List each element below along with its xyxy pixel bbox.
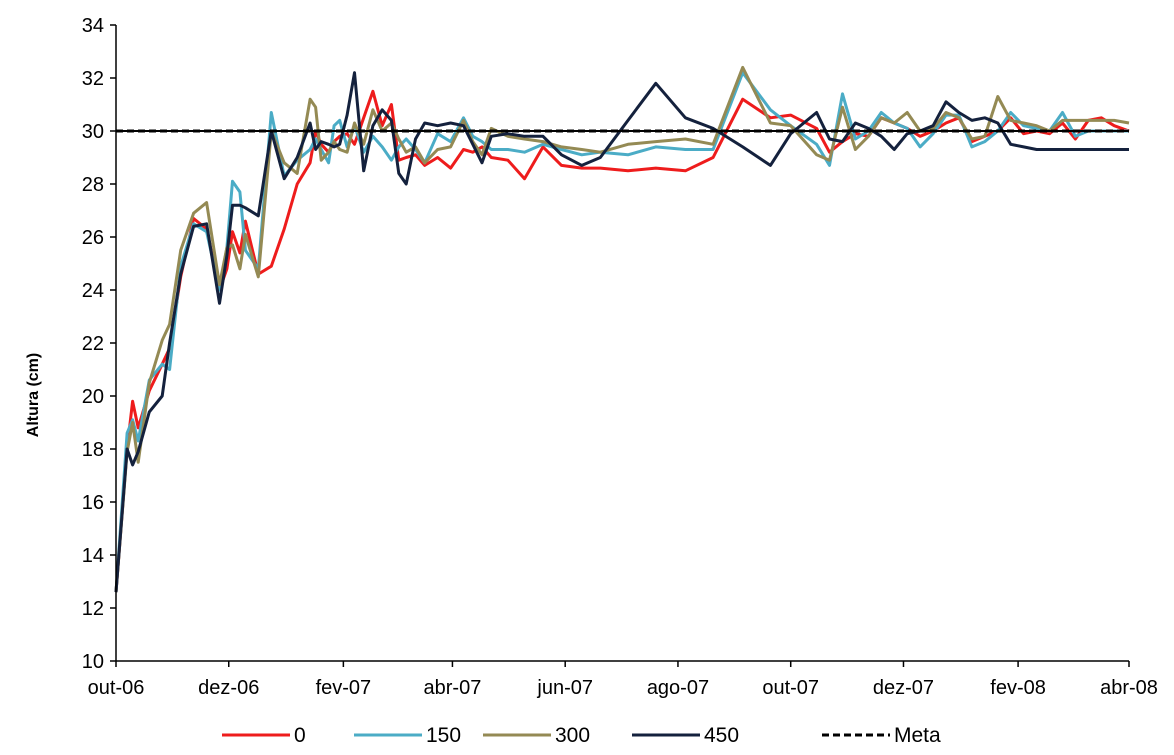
legend-label: 150	[426, 724, 461, 747]
legend: 0 150 300 450 Meta	[222, 724, 941, 747]
y-tick-label: 26	[82, 227, 104, 249]
x-tick-label: out-07	[762, 677, 819, 699]
y-tick-label: 14	[82, 545, 104, 567]
x-tick-label: fev-07	[316, 677, 372, 699]
x-tick-label: jun-07	[536, 677, 593, 699]
y-axis-label: Altura (cm)	[25, 353, 42, 437]
y-tick-label: 12	[82, 598, 104, 620]
y-tick-label: 30	[82, 121, 104, 143]
series-lines	[114, 65, 1130, 593]
x-tick-label: fev-08	[990, 677, 1046, 699]
x-tick-label: dez-06	[198, 677, 259, 699]
series-line-150	[114, 71, 1129, 593]
y-tick-label: 32	[82, 68, 104, 90]
series-line-300	[114, 65, 1130, 593]
x-tick-labels: out-06 dez-06 fev-07 abr-07 jun-07 ago-07 out-…	[88, 677, 1158, 699]
y-tick-label: 18	[82, 439, 104, 461]
legend-label: 0	[294, 724, 306, 747]
y-tick-labels: 10 12 14 16 18 20 22 24 26 28 30 32 34	[82, 15, 104, 673]
y-tick-label: 34	[82, 15, 104, 37]
legend-label: 450	[704, 724, 739, 747]
y-tick-label: 10	[82, 651, 104, 673]
x-tick-label: ago-07	[647, 677, 709, 699]
legend-label: 300	[555, 724, 590, 747]
legend-label: Meta	[894, 724, 941, 747]
y-tick-label: 22	[82, 333, 104, 355]
y-tick-label: 24	[82, 280, 104, 302]
axes	[110, 24, 1130, 667]
series-line-450	[114, 71, 1129, 593]
x-tick-label: out-06	[88, 677, 145, 699]
y-tick-label: 28	[82, 174, 104, 196]
y-tick-label: 16	[82, 492, 104, 514]
x-tick-label: abr-08	[1100, 677, 1158, 699]
x-tick-label: dez-07	[873, 677, 934, 699]
y-tick-label: 20	[82, 386, 104, 408]
x-tick-label: abr-07	[424, 677, 482, 699]
